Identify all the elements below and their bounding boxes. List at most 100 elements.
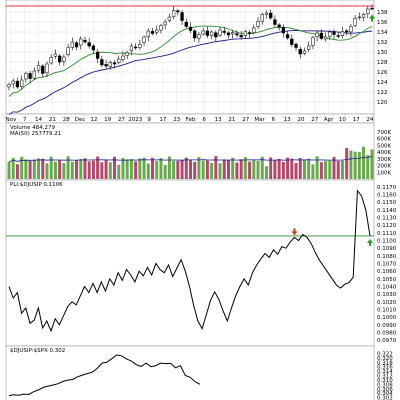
volume-bar: [117, 164, 121, 179]
candle-body: [74, 42, 79, 48]
date-tick-label: Dec: [75, 117, 86, 123]
candle-body: [328, 31, 332, 37]
candle-body: [117, 58, 121, 63]
ratio-1-up-arrow: [367, 238, 373, 246]
price-tick-label: 132: [377, 40, 388, 46]
volume-bar: [273, 160, 277, 179]
ratio-1-down-arrow: [291, 228, 298, 236]
volume-bar: [218, 163, 222, 179]
ratio-1-tick-label: 0.1060: [377, 269, 397, 275]
ratio-2-title: $DJUSIP:$SPX 0.302: [10, 348, 65, 354]
volume-bar: [239, 159, 243, 179]
candle-body: [201, 30, 205, 35]
ratio-1-tick-label: 0.1140: [377, 208, 397, 214]
volume-bar: [357, 152, 361, 179]
candle-body: [349, 26, 353, 33]
volume-bar: [349, 150, 353, 179]
candle-body: [285, 34, 290, 39]
date-tick-label: 27: [118, 117, 125, 123]
candle-body: [104, 64, 108, 67]
volume-series: [7, 146, 374, 179]
date-tick-label: 6: [272, 117, 276, 123]
candle-body: [252, 27, 256, 33]
volume-bar: [96, 156, 100, 179]
candle-body: [298, 48, 302, 55]
volume-bar: [336, 160, 340, 179]
candle-body: [264, 12, 269, 15]
candle-body: [311, 37, 315, 46]
ratio-2-tick-label: 0.322: [377, 351, 393, 357]
ratio-panel-2: [5, 345, 375, 400]
candle-body: [53, 53, 58, 57]
volume-bar: [167, 156, 171, 179]
volume-bar: [302, 159, 306, 179]
candle-body: [193, 30, 197, 39]
ratio-1-tick-label: 0.1160: [377, 193, 397, 199]
date-tick-label: 9: [147, 117, 151, 123]
ratio-2-tick-label: 0.316: [377, 365, 393, 371]
volume-bar: [53, 161, 57, 179]
volume-bar: [315, 156, 319, 179]
candle-body: [163, 21, 167, 26]
candle-body: [121, 55, 125, 60]
volume-bar: [311, 164, 315, 179]
ratio-2-tick-label: 0.312: [377, 374, 393, 380]
candle-body: [197, 34, 201, 39]
volume-tick-label: 100K: [377, 170, 391, 176]
volume-bar: [49, 156, 53, 179]
volume-bar: [41, 158, 45, 179]
candle-body: [91, 45, 96, 51]
candle-body: [41, 65, 45, 74]
volume-bar: [264, 166, 268, 179]
volume-bar: [281, 161, 285, 179]
volume-bar: [138, 158, 142, 179]
candle-body: [180, 12, 184, 21]
ratio-1-tick-label: 0.0980: [377, 331, 397, 337]
candle-body: [83, 39, 87, 43]
price-tick-label: 126: [377, 70, 388, 76]
ratio-2-tick-label: 0.314: [377, 369, 393, 375]
price-tick-label: 138: [377, 10, 388, 16]
volume-bar: [235, 162, 239, 179]
volume-bar: [180, 160, 184, 179]
candle-body: [28, 73, 32, 79]
volume-bar: [205, 160, 209, 179]
date-tick-label: 2023: [128, 117, 142, 123]
volume-bar: [307, 158, 311, 179]
volume-bar: [269, 157, 273, 179]
volume-bar: [252, 159, 256, 179]
candle-body: [58, 55, 62, 63]
date-tick-label: 28: [63, 117, 70, 123]
ratio-1-tick-label: 0.1170: [377, 185, 397, 191]
ratio-2-line: [8, 354, 201, 397]
volume-bar: [184, 157, 188, 179]
candle-body: [24, 73, 28, 80]
volume-tick-label: 200K: [377, 164, 391, 170]
volume-bar: [58, 159, 62, 179]
candle-body: [273, 19, 277, 25]
volume-bar: [70, 161, 74, 179]
volume-bar: [66, 156, 70, 179]
volume-title: Volume 484,279: [10, 125, 55, 131]
candle-body: [87, 42, 91, 47]
candle-body: [345, 30, 349, 33]
price-tick-label: 128: [377, 60, 388, 66]
price-tick-label: 134: [377, 30, 388, 36]
candle-body: [142, 36, 146, 43]
volume-bar: [125, 159, 129, 179]
volume-bar: [91, 160, 95, 179]
volume-bar: [155, 160, 159, 179]
candle-body: [209, 31, 214, 36]
volume-bar: [298, 158, 302, 179]
ratio-1-tick-label: 0.1000: [377, 315, 397, 321]
price-series: [6, 4, 375, 115]
candle-body: [66, 47, 70, 56]
ratio-1-tick-label: 0.1030: [377, 292, 397, 298]
volume-tick-label: 300K: [377, 157, 391, 163]
ratio-1-tick-label: 0.0970: [377, 338, 397, 344]
volume-bar: [100, 162, 104, 179]
volume-bar: [37, 158, 41, 179]
candle-body: [307, 45, 311, 50]
candle-body: [226, 32, 231, 36]
